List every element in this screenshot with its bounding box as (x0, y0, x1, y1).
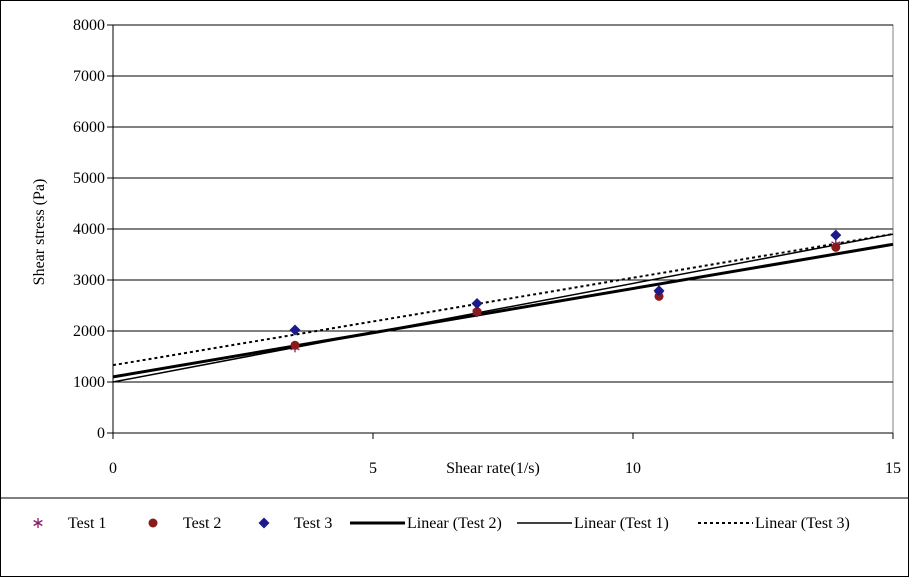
y-tick-label: 8000 (73, 17, 105, 34)
data-point (290, 340, 300, 350)
trendlines (112, 233, 894, 383)
legend-marker (33, 518, 43, 528)
y-tick-label: 1000 (73, 374, 105, 391)
trendline (112, 242, 894, 379)
trendline (112, 233, 894, 383)
legend-marker (148, 518, 158, 528)
data-point (831, 242, 841, 252)
legend-label: Test 2 (183, 515, 221, 532)
y-tick-label: 3000 (73, 272, 105, 289)
legend-label: Test 3 (294, 515, 332, 532)
legend-label: Linear (Test 1) (574, 515, 669, 532)
data-point (830, 229, 842, 241)
x-tick-label: 0 (109, 460, 117, 477)
trendline (112, 233, 894, 367)
data-point (472, 307, 482, 317)
data-points (289, 229, 842, 353)
legend-label: Linear (Test 3) (755, 515, 850, 532)
y-tick-labels: 0 1000 2000 3000 4000 5000 6000 7000 8000 (73, 17, 105, 442)
y-tick-label: 6000 (73, 119, 105, 136)
x-tick-label: 10 (625, 460, 641, 477)
y-tick-label: 4000 (73, 221, 105, 238)
gridlines (112, 24, 894, 434)
y-tick-label: 5000 (73, 170, 105, 187)
y-tick-label: 2000 (73, 323, 105, 340)
data-point (653, 285, 665, 297)
data-point (654, 291, 664, 301)
y-tick-label: 7000 (73, 68, 105, 85)
x-tick-label: 15 (885, 460, 901, 477)
legend-label: Linear (Test 2) (407, 515, 502, 532)
data-point (289, 324, 301, 336)
x-tick-label: 5 (369, 460, 377, 477)
legend: Test 1 Test 2 Test 3 Linear (Test 2) Linear … (33, 515, 850, 532)
data-point (471, 297, 483, 309)
x-tick-labels: 0 5 10 15 (109, 460, 901, 477)
y-axis-title: Shear stress (Pa) (31, 179, 48, 286)
y-tick-label: 0 (97, 425, 105, 442)
x-axis-title: Shear rate(1/s) (446, 460, 540, 477)
legend-marker (258, 517, 270, 529)
axes (107, 24, 894, 439)
legend-label: Test 1 (68, 515, 106, 532)
